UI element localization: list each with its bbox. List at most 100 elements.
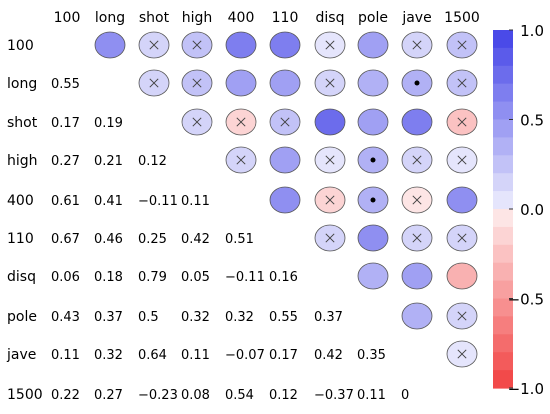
correlation-value-label: 0.06	[51, 270, 80, 285]
correlation-ellipse	[357, 224, 389, 252]
column-header: 400	[228, 10, 255, 26]
colorbar-band	[493, 101, 513, 121]
not-significant-cross-marker	[325, 195, 335, 205]
correlation-value-label: 0.64	[138, 348, 167, 363]
column-header: disq	[316, 10, 345, 26]
column-header: shot	[139, 10, 170, 26]
correlation-value-label: 0.41	[94, 194, 123, 209]
correlation-value-label: 0.22	[51, 388, 80, 403]
correlation-value-label: 0.11	[51, 348, 80, 363]
correlation-ellipse	[269, 31, 301, 59]
row-label: 110	[7, 231, 34, 247]
correlation-value-label: 0.18	[94, 270, 123, 285]
correlation-value-label: 0.27	[51, 154, 80, 169]
colorbar-band	[493, 191, 513, 210]
correlation-value-label: 0.11	[181, 348, 210, 363]
row-label: jave	[6, 347, 36, 363]
correlation-value-label: 0.46	[94, 232, 123, 247]
correlation-value-label: 0.35	[357, 348, 386, 363]
colorbar-band	[493, 334, 513, 353]
colorbar-band	[493, 280, 513, 300]
correlation-value-label: 0.27	[94, 388, 123, 403]
correlation-value-label: 0.43	[51, 310, 80, 325]
correlation-value-label: 0.51	[225, 232, 254, 247]
colorbar-tick-label: −1.0	[508, 380, 544, 398]
colorbar-band	[493, 262, 513, 282]
correlation-value-label: 0.67	[51, 232, 80, 247]
not-significant-cross-marker	[325, 40, 335, 50]
colorbar-tick-label: −0.5	[508, 291, 544, 309]
correlation-ellipse	[225, 69, 257, 97]
correlation-value-label: 0.42	[181, 232, 210, 247]
significance-dot-marker	[370, 197, 376, 203]
correlation-value-label: −0.11	[138, 194, 178, 209]
correlation-value-label: 0.79	[138, 270, 167, 285]
colorbar-band	[493, 370, 513, 389]
not-significant-cross-marker	[457, 78, 467, 88]
not-significant-cross-marker	[457, 40, 467, 50]
colorbar-band	[493, 83, 513, 103]
correlation-value-label: 0.25	[138, 232, 167, 247]
correlation-value-label: 0.19	[94, 116, 123, 131]
colorbar-band	[493, 119, 513, 138]
correlation-value-label: −0.23	[138, 388, 178, 403]
colorbar-band	[493, 65, 513, 85]
not-significant-cross-marker	[457, 117, 467, 127]
colorbar-band	[493, 316, 513, 335]
correlation-value-label: 0.61	[51, 194, 80, 209]
correlation-value-label: 0.16	[269, 270, 298, 285]
correlation-ellipse	[446, 262, 478, 290]
not-significant-cross-marker	[192, 117, 202, 127]
correlation-ellipse	[314, 108, 346, 136]
correlation-value-label: 0.37	[94, 310, 123, 325]
column-header: pole	[358, 10, 388, 26]
colorbar-band	[493, 244, 513, 264]
colorbar-band	[493, 30, 513, 49]
not-significant-cross-marker	[457, 233, 467, 243]
correlation-ellipse	[357, 31, 389, 59]
not-significant-cross-marker	[236, 117, 246, 127]
correlation-ellipse	[357, 69, 389, 97]
row-label: pole	[7, 309, 37, 325]
correlation-value-label: 0.21	[94, 154, 123, 169]
colorbar-band	[493, 352, 513, 371]
column-header: 100	[54, 10, 81, 26]
colorbar-band	[493, 173, 513, 192]
correlation-value-label: −0.07	[225, 348, 265, 363]
correlation-value-label: 0.12	[269, 388, 298, 403]
correlation-value-label: 0.32	[225, 310, 254, 325]
correlation-ellipse	[357, 108, 389, 136]
not-significant-cross-marker	[149, 78, 159, 88]
correlation-value-label: 0.42	[314, 348, 343, 363]
colorbar-band	[493, 137, 513, 156]
correlation-value-label: 0.55	[51, 77, 80, 92]
colorbar-band	[493, 209, 513, 228]
correlation-ellipse	[269, 69, 301, 97]
correlation-ellipse	[269, 186, 301, 214]
not-significant-cross-marker	[412, 40, 422, 50]
correlation-value-label: 0.11	[181, 194, 210, 209]
column-header: long	[95, 10, 125, 26]
row-label: 1500	[7, 387, 43, 403]
not-significant-cross-marker	[325, 78, 335, 88]
colorbar-tick-label: 1.0	[520, 22, 544, 40]
colorbar-band	[493, 47, 513, 67]
correlation-value-label: 0.32	[94, 348, 123, 363]
correlation-value-label: 0.55	[269, 310, 298, 325]
correlation-ellipse	[401, 262, 433, 290]
colorbar-tick-label: 0.5	[520, 112, 544, 130]
not-significant-cross-marker	[149, 40, 159, 50]
correlation-ellipse	[401, 302, 433, 330]
correlation-ellipse	[446, 186, 478, 214]
correlation-value-label: 0.5	[138, 310, 159, 325]
correlation-value-label: 0.37	[314, 310, 343, 325]
correlation-value-label: 0.17	[51, 116, 80, 131]
correlation-value-label: 0.12	[138, 154, 167, 169]
column-header: 1500	[444, 10, 480, 26]
not-significant-cross-marker	[457, 311, 467, 321]
row-label: disq	[7, 269, 36, 285]
not-significant-cross-marker	[236, 155, 246, 165]
colorbar-band	[493, 298, 513, 317]
